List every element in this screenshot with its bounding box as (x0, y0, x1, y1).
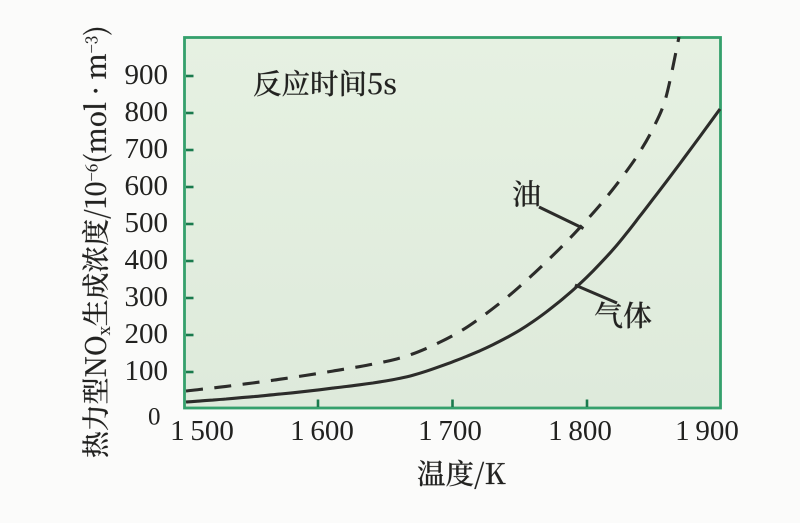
svg-text:800: 800 (125, 96, 169, 128)
svg-text:1 800: 1 800 (548, 415, 612, 447)
svg-text:1 700: 1 700 (418, 415, 482, 447)
svg-text:0: 0 (148, 404, 161, 431)
svg-text:400: 400 (125, 244, 169, 276)
svg-text:100: 100 (125, 355, 169, 387)
svg-text:1 600: 1 600 (290, 415, 354, 447)
svg-text:1 900: 1 900 (675, 415, 739, 447)
svg-text:500: 500 (125, 207, 169, 239)
svg-text:700: 700 (125, 133, 169, 165)
svg-text:600: 600 (125, 170, 169, 202)
svg-text:300: 300 (125, 281, 169, 313)
svg-text:1 500: 1 500 (170, 415, 234, 447)
svg-text:200: 200 (125, 318, 169, 350)
svg-text:900: 900 (125, 59, 169, 91)
